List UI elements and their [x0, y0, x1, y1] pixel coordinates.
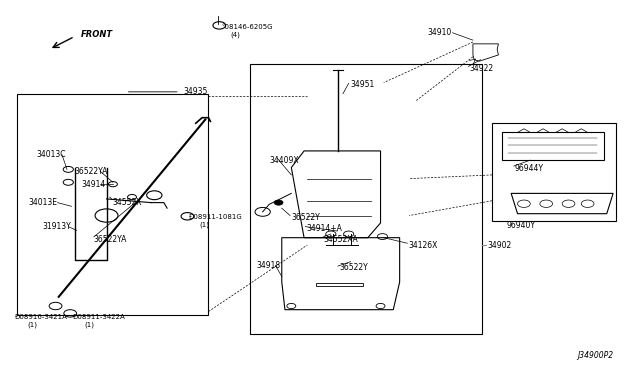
Text: 34918: 34918 — [256, 261, 280, 270]
Text: °08146-6205G: °08146-6205G — [221, 24, 273, 30]
Text: 31913Y: 31913Y — [43, 222, 72, 231]
Text: 34409X: 34409X — [269, 155, 299, 165]
Text: (4): (4) — [231, 31, 241, 38]
Text: 34552XA: 34552XA — [323, 235, 358, 244]
Text: (1): (1) — [27, 321, 37, 328]
Text: 36522Y: 36522Y — [291, 213, 320, 222]
Text: 34910: 34910 — [427, 28, 451, 37]
Text: 96940Y: 96940Y — [507, 221, 536, 230]
Text: 34951: 34951 — [350, 80, 374, 89]
Text: 36522Y: 36522Y — [339, 263, 368, 272]
Text: 36522YA: 36522YA — [94, 235, 127, 244]
Text: 34914: 34914 — [81, 180, 106, 189]
Text: Ð08911-3422A: Ð08911-3422A — [73, 314, 125, 320]
Text: Ð08916-3421A: Ð08916-3421A — [15, 314, 68, 320]
Text: (1): (1) — [199, 221, 209, 228]
Text: 34922: 34922 — [470, 64, 494, 73]
Text: Ð08911-1081G: Ð08911-1081G — [189, 214, 243, 220]
Text: (1): (1) — [84, 321, 94, 328]
Text: 34013E: 34013E — [28, 198, 57, 207]
Text: 34013C: 34013C — [36, 150, 66, 159]
Text: 34935: 34935 — [183, 87, 207, 96]
Circle shape — [274, 200, 283, 205]
Text: 34552X: 34552X — [113, 198, 143, 207]
Text: 36522YA: 36522YA — [75, 167, 108, 176]
Text: FRONT: FRONT — [81, 30, 113, 39]
Text: 34126X: 34126X — [408, 241, 437, 250]
Text: 34902: 34902 — [487, 241, 511, 250]
Text: 96944Y: 96944Y — [515, 164, 543, 173]
Text: J34900P2: J34900P2 — [577, 351, 613, 360]
Text: 34914+A: 34914+A — [306, 224, 342, 233]
